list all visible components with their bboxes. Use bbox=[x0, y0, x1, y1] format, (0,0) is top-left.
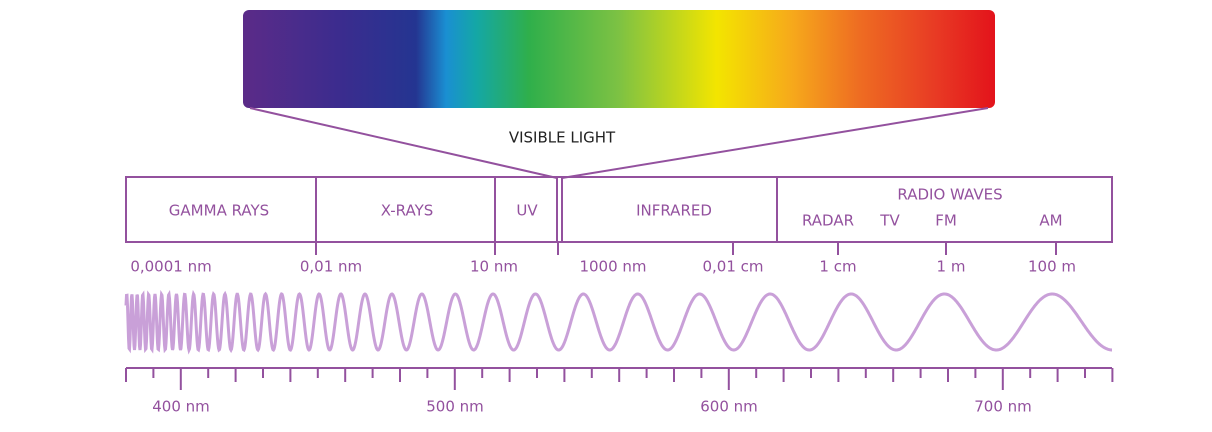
band-label: GAMMA RAYS bbox=[169, 202, 269, 220]
sub-band-label: TV bbox=[879, 212, 900, 230]
visible-scale-label: 700 nm bbox=[974, 398, 1032, 416]
zoom-line bbox=[249, 107, 558, 179]
band-dividers bbox=[315, 177, 778, 242]
sub-band-label: AM bbox=[1039, 212, 1062, 230]
zoom-line bbox=[561, 107, 989, 179]
band-label: INFRARED bbox=[636, 202, 712, 220]
wave bbox=[124, 289, 1112, 355]
band-label: UV bbox=[516, 202, 538, 220]
scale-label: 0,0001 nm bbox=[130, 258, 211, 276]
band-label: X-RAYS bbox=[381, 202, 434, 220]
scale-label: 0,01 nm bbox=[300, 258, 362, 276]
scale-label: 1000 nm bbox=[579, 258, 646, 276]
visible-scale-label: 400 nm bbox=[152, 398, 210, 416]
scale-label: 10 nm bbox=[470, 258, 518, 276]
band-label: RADIO WAVES bbox=[897, 186, 1002, 204]
visible-spectrum-bar bbox=[243, 10, 995, 108]
sub-band-label: RADAR bbox=[802, 212, 854, 230]
visible-light-label: VISIBLE LIGHT bbox=[509, 129, 616, 147]
scale-label: 0,01 cm bbox=[702, 258, 763, 276]
scale-ticks bbox=[315, 242, 1057, 255]
visible-scale-label: 500 nm bbox=[426, 398, 484, 416]
scale-label: 100 m bbox=[1028, 258, 1076, 276]
visible-scale-label: 600 nm bbox=[700, 398, 758, 416]
band-box bbox=[125, 176, 1113, 243]
scale-label: 1 cm bbox=[819, 258, 856, 276]
visible-axis-ticks bbox=[125, 368, 1114, 390]
scale-label: 1 m bbox=[937, 258, 966, 276]
sub-band-label: FM bbox=[935, 212, 957, 230]
